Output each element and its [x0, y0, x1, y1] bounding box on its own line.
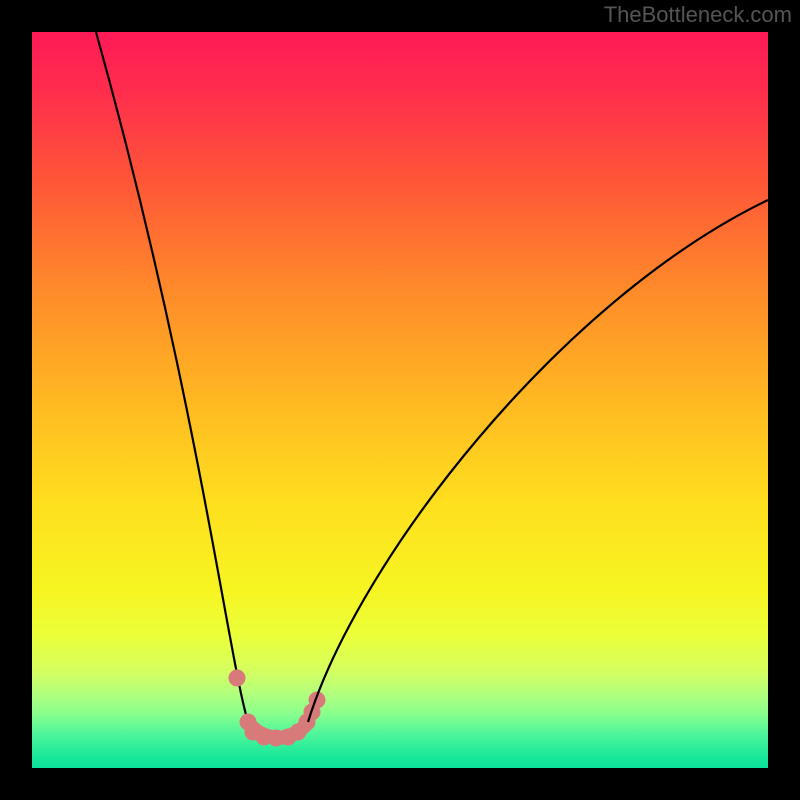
chart-container: TheBottleneck.com — [0, 0, 800, 800]
watermark-text: TheBottleneck.com — [604, 2, 792, 28]
chart-gradient-background — [32, 32, 768, 768]
bottleneck-chart — [0, 0, 800, 800]
bottleneck-marker — [229, 670, 246, 687]
